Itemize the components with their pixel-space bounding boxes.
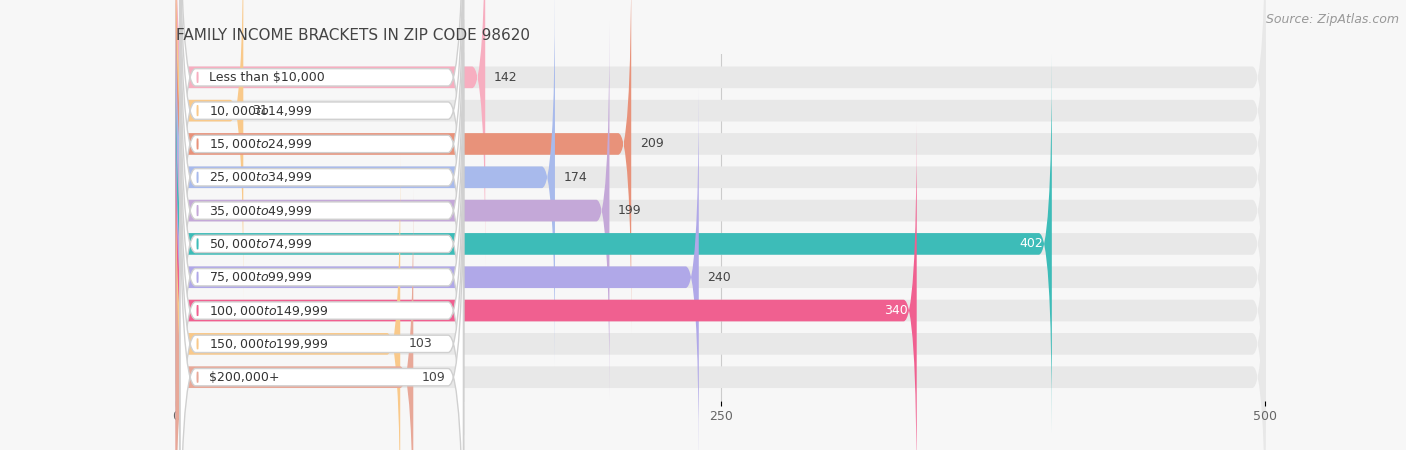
FancyBboxPatch shape: [176, 0, 1265, 366]
Text: Less than $10,000: Less than $10,000: [208, 71, 325, 84]
FancyBboxPatch shape: [180, 86, 464, 450]
FancyBboxPatch shape: [180, 153, 464, 450]
Text: 109: 109: [422, 371, 446, 384]
FancyBboxPatch shape: [176, 88, 699, 450]
FancyBboxPatch shape: [176, 55, 1052, 433]
FancyBboxPatch shape: [180, 0, 464, 435]
FancyBboxPatch shape: [176, 0, 1265, 333]
FancyBboxPatch shape: [180, 0, 464, 302]
FancyBboxPatch shape: [180, 0, 464, 369]
Text: $35,000 to $49,999: $35,000 to $49,999: [208, 203, 312, 218]
Text: $200,000+: $200,000+: [208, 371, 280, 384]
Text: FAMILY INCOME BRACKETS IN ZIP CODE 98620: FAMILY INCOME BRACKETS IN ZIP CODE 98620: [176, 28, 530, 43]
Text: 340: 340: [884, 304, 908, 317]
FancyBboxPatch shape: [176, 0, 1265, 266]
FancyBboxPatch shape: [176, 22, 609, 400]
FancyBboxPatch shape: [180, 0, 464, 335]
Text: $25,000 to $34,999: $25,000 to $34,999: [208, 170, 312, 184]
Text: 240: 240: [707, 271, 731, 284]
Text: 209: 209: [640, 137, 664, 150]
FancyBboxPatch shape: [176, 0, 243, 300]
FancyBboxPatch shape: [176, 188, 1265, 450]
Text: $10,000 to $14,999: $10,000 to $14,999: [208, 104, 312, 117]
Text: Source: ZipAtlas.com: Source: ZipAtlas.com: [1265, 14, 1399, 27]
Text: $15,000 to $24,999: $15,000 to $24,999: [208, 137, 312, 151]
FancyBboxPatch shape: [176, 188, 413, 450]
FancyBboxPatch shape: [180, 19, 464, 450]
Text: 103: 103: [409, 338, 433, 351]
Text: $50,000 to $74,999: $50,000 to $74,999: [208, 237, 312, 251]
FancyBboxPatch shape: [176, 0, 1265, 300]
Text: 142: 142: [494, 71, 517, 84]
FancyBboxPatch shape: [180, 119, 464, 450]
FancyBboxPatch shape: [176, 155, 401, 450]
Text: 31: 31: [252, 104, 267, 117]
Text: 199: 199: [619, 204, 641, 217]
FancyBboxPatch shape: [176, 88, 1265, 450]
Text: 174: 174: [564, 171, 588, 184]
Text: $100,000 to $149,999: $100,000 to $149,999: [208, 304, 328, 318]
Text: $150,000 to $199,999: $150,000 to $199,999: [208, 337, 328, 351]
FancyBboxPatch shape: [180, 0, 464, 402]
FancyBboxPatch shape: [176, 122, 1265, 450]
Text: 402: 402: [1019, 238, 1043, 250]
FancyBboxPatch shape: [176, 55, 1265, 433]
FancyBboxPatch shape: [176, 122, 917, 450]
FancyBboxPatch shape: [176, 0, 485, 266]
FancyBboxPatch shape: [180, 53, 464, 450]
FancyBboxPatch shape: [176, 0, 555, 366]
Text: $75,000 to $99,999: $75,000 to $99,999: [208, 270, 312, 284]
FancyBboxPatch shape: [176, 0, 631, 333]
FancyBboxPatch shape: [176, 155, 1265, 450]
FancyBboxPatch shape: [176, 22, 1265, 400]
